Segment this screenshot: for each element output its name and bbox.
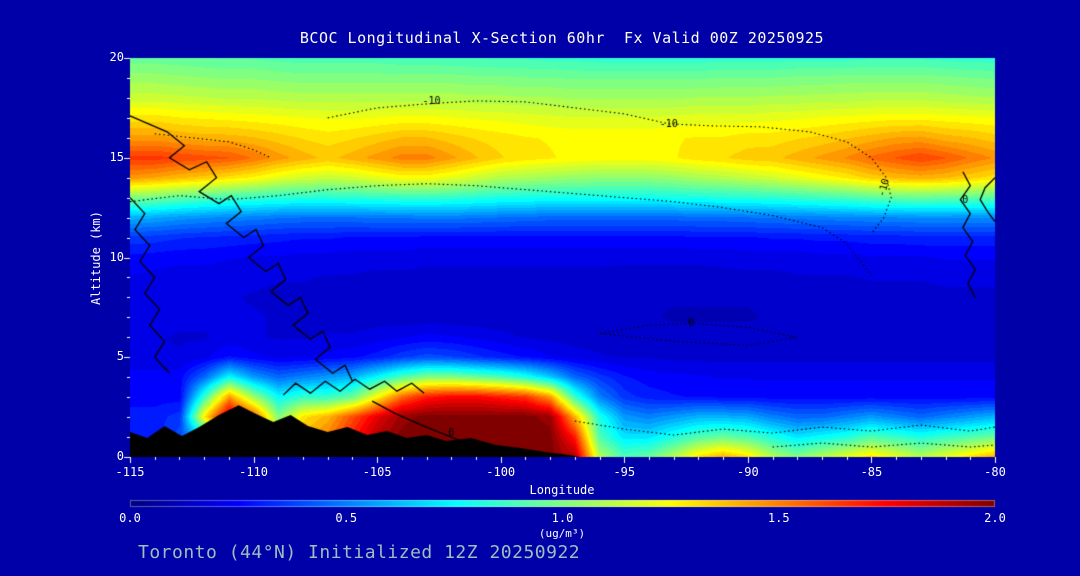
y-tick-label: 5 [116, 349, 124, 364]
x-tick-label: -110 [239, 465, 269, 479]
x-axis-label: Longitude [529, 483, 595, 497]
x-tick-label: -105 [362, 465, 392, 479]
colorbar-tick-label: 1.5 [767, 511, 790, 525]
y-tick-label: 10 [109, 249, 124, 264]
colorbar-tick-label: 2.0 [984, 511, 1006, 525]
y-tick-label: 20 [109, 50, 124, 64]
colorbar-units-label: (ug/m³) [538, 527, 586, 540]
y-tick-label: 0 [116, 449, 124, 463]
x-tick-label: -80 [984, 465, 1006, 479]
x-tick-label: -95 [613, 465, 636, 479]
init-caption: Toronto (44°N) Initialized 12Z 20250922 [138, 542, 581, 563]
x-tick-label: -85 [860, 465, 883, 479]
colorbar-tick-label: 0.0 [119, 511, 141, 525]
y-tick-label: 15 [109, 149, 124, 164]
colorbar-tick-label: 0.5 [335, 511, 358, 525]
x-tick-label: -115 [115, 465, 145, 479]
x-tick-label: -90 [737, 465, 759, 479]
colorbar-tick-label: 1.0 [551, 511, 574, 525]
x-tick-label: -100 [486, 465, 516, 479]
plot-title: BCOC Longitudinal X-Section 60hr Fx Vali… [299, 29, 825, 47]
